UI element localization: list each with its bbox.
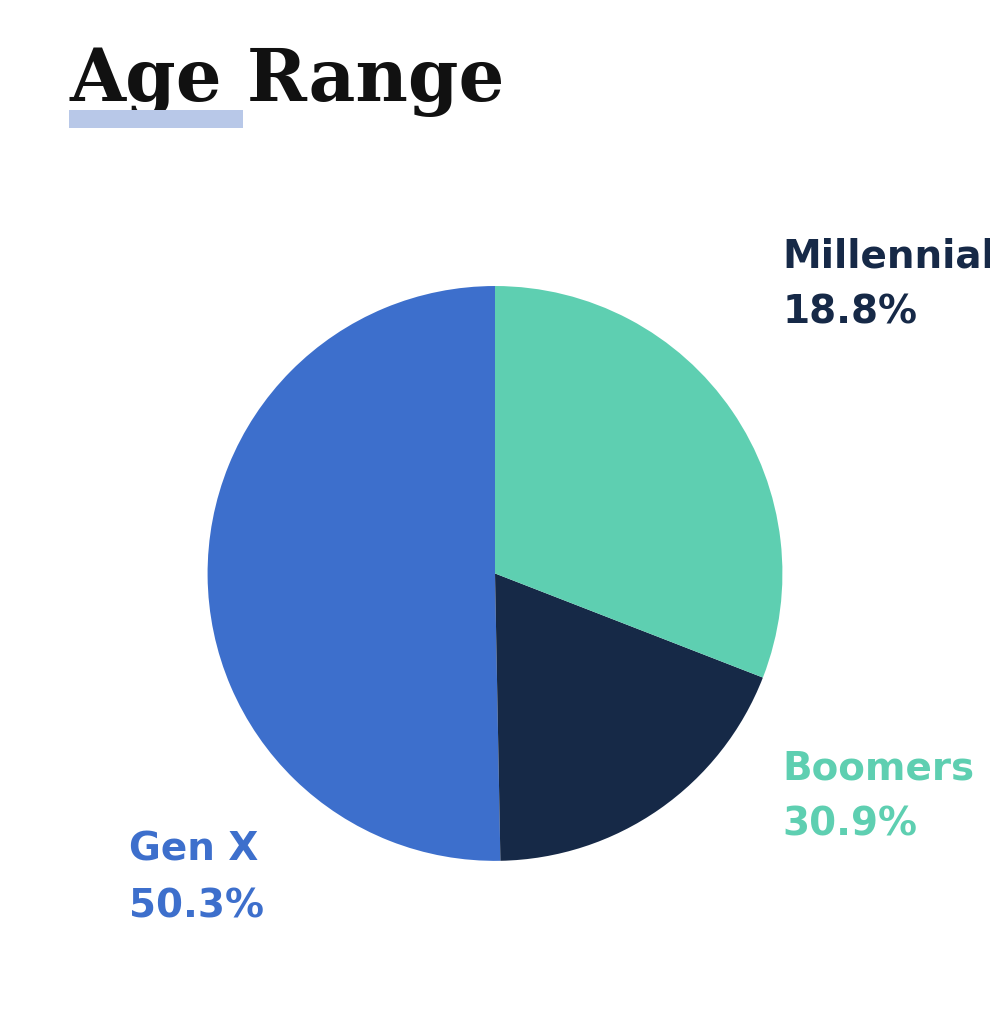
Text: 18.8%: 18.8% <box>782 293 917 332</box>
FancyBboxPatch shape <box>69 110 243 128</box>
Text: Boomers: Boomers <box>782 749 974 787</box>
Wedge shape <box>495 286 782 678</box>
Text: Gen X: Gen X <box>129 830 258 869</box>
Wedge shape <box>495 573 763 861</box>
Text: 50.3%: 50.3% <box>129 887 263 926</box>
Text: Age Range: Age Range <box>69 46 505 117</box>
Text: 30.9%: 30.9% <box>782 805 917 844</box>
Wedge shape <box>208 286 500 861</box>
Text: Millennials: Millennials <box>782 237 990 275</box>
